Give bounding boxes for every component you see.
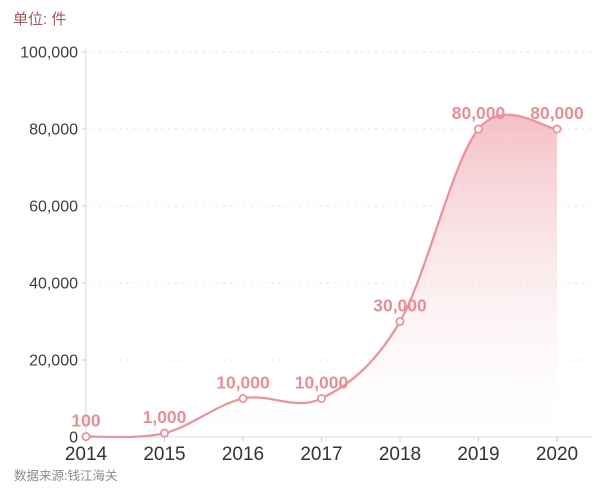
y-tick-label: 100,000 [20,45,78,62]
data-point-marker [159,428,169,438]
y-tick-label: 0 [69,430,78,447]
data-point-marker [81,432,91,442]
y-tick-label: 40,000 [29,276,78,293]
data-point-marker [395,316,405,326]
x-tick-label: 2016 [222,444,264,465]
data-point-label: 80,000 [452,103,506,123]
data-point-marker [552,124,562,134]
x-tick-label: 2019 [457,444,499,465]
data-point-label: 1,000 [143,407,187,427]
area-fill [86,114,557,438]
source-note: 数据来源:钱江海关 [14,469,118,483]
data-point-label: 10,000 [295,373,349,393]
data-point-marker [238,393,248,403]
data-point-label: 10,000 [216,373,270,393]
data-point-label: 100 [71,411,100,431]
x-tick-label: 2017 [300,444,342,465]
data-point-label: 80,000 [530,103,584,123]
x-tick-label: 2015 [143,444,185,465]
data-point-marker [316,393,326,403]
unit-label: 单位: 件 [13,11,67,28]
data-point-marker [473,124,483,134]
y-tick-label: 20,000 [29,353,78,370]
data-point-label: 30,000 [373,296,427,316]
x-tick-label: 2020 [536,444,578,465]
x-tick-label: 2018 [379,444,421,465]
y-tick-label: 80,000 [29,122,78,139]
y-tick-label: 60,000 [29,199,78,216]
x-tick-label: 2014 [65,444,108,465]
